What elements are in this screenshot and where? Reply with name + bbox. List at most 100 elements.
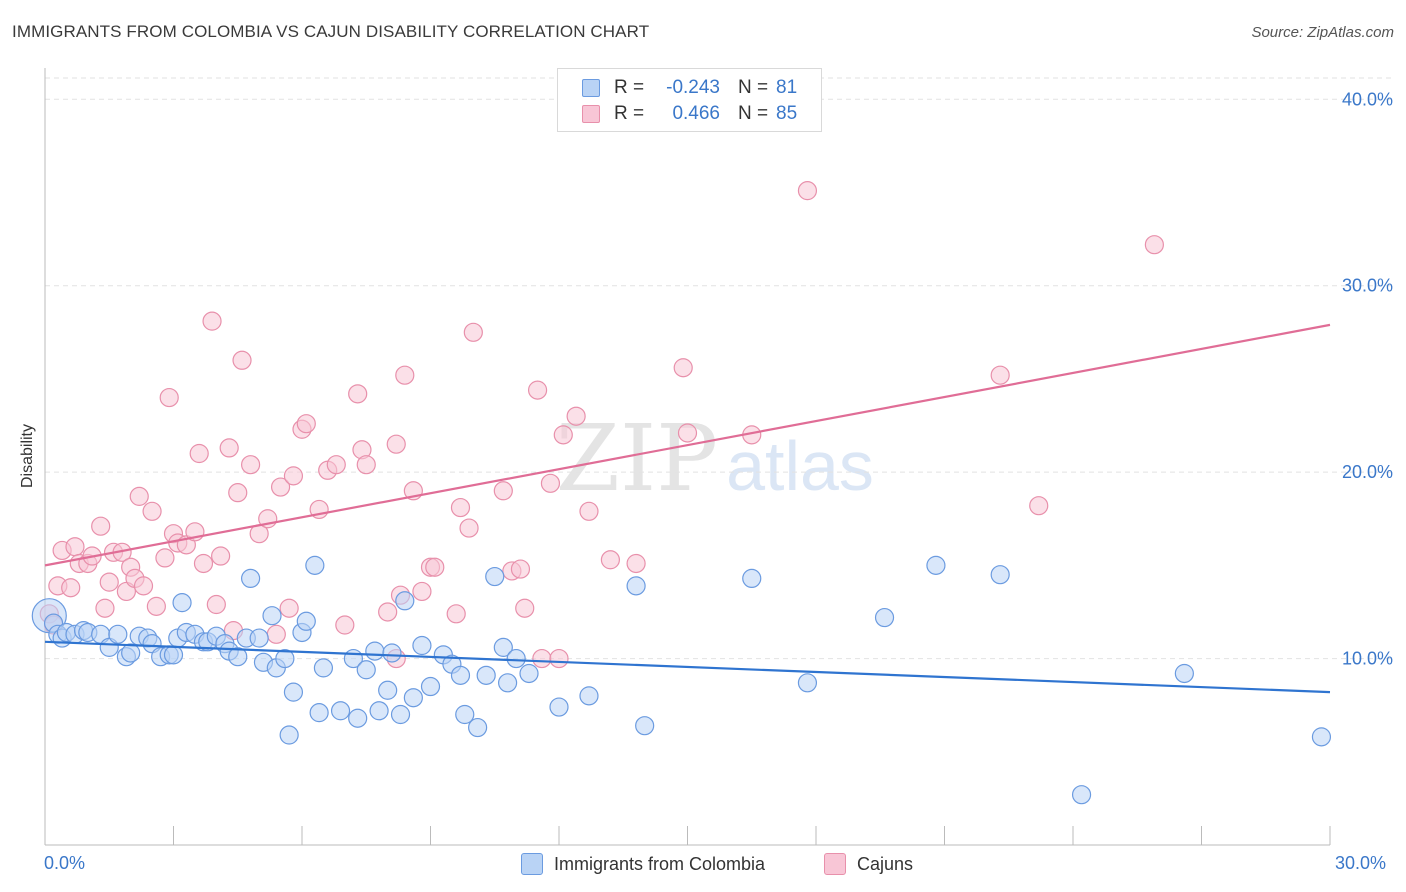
point-colombia xyxy=(348,708,368,728)
n-label: N = xyxy=(738,77,769,98)
point-colombia xyxy=(990,565,1010,585)
point-cajun xyxy=(129,486,149,506)
point-cajun xyxy=(459,518,479,538)
point-cajun xyxy=(677,423,698,443)
point-colombia xyxy=(296,611,316,631)
point-cajun xyxy=(189,443,209,464)
point-cajun xyxy=(532,648,552,669)
point-colombia xyxy=(356,660,376,680)
point-cajun xyxy=(270,477,291,497)
point-colombia xyxy=(378,680,398,700)
point-cajun xyxy=(159,387,179,408)
blue-swatch xyxy=(582,79,600,97)
point-colombia xyxy=(468,717,488,738)
point-cajun xyxy=(279,598,299,618)
point-cajun xyxy=(99,572,119,592)
legend-row-pink: R = 0.466 N = 85 xyxy=(582,102,797,126)
chart-title: IMMIGRANTS FROM COLOMBIA VS CAJUN DISABI… xyxy=(12,22,650,41)
point-colombia xyxy=(121,643,141,663)
point-colombia xyxy=(279,725,299,745)
point-cajun xyxy=(206,594,226,615)
n-label: N = xyxy=(738,103,769,124)
point-colombia xyxy=(1071,785,1092,805)
point-colombia xyxy=(365,641,385,661)
point-colombia xyxy=(1311,727,1332,747)
point-colombia xyxy=(579,686,599,706)
point-cajun xyxy=(386,434,406,454)
point-colombia xyxy=(493,637,513,657)
point-colombia xyxy=(797,673,818,693)
bottom-legend-pink: Cajuns xyxy=(824,852,913,876)
series-name: Cajuns xyxy=(857,853,914,874)
point-cajun xyxy=(146,596,166,616)
point-cajun xyxy=(493,481,513,501)
point-cajun xyxy=(395,365,415,385)
point-cajun xyxy=(412,581,432,602)
point-cajun xyxy=(566,406,586,426)
point-colombia xyxy=(506,648,526,669)
point-cajun xyxy=(1144,235,1164,255)
point-cajun xyxy=(335,615,355,635)
point-colombia xyxy=(390,704,411,725)
point-cajun xyxy=(241,455,261,475)
point-colombia xyxy=(412,635,432,656)
point-colombia xyxy=(172,593,192,613)
point-cajun xyxy=(626,553,646,574)
point-colombia xyxy=(485,566,505,587)
point-colombia xyxy=(519,663,539,684)
point-colombia xyxy=(549,697,569,717)
n-value: 85 xyxy=(776,103,798,124)
point-colombia xyxy=(498,673,518,693)
point-cajun xyxy=(326,455,346,475)
point-colombia xyxy=(309,703,329,723)
point-cajun xyxy=(797,181,818,201)
legend-row-blue: R = -0.243 N = 81 xyxy=(582,76,797,100)
point-cajun xyxy=(219,438,239,458)
point-cajun xyxy=(283,466,304,486)
n-value: 81 xyxy=(776,77,798,98)
point-cajun xyxy=(356,455,376,475)
point-cajun xyxy=(579,501,599,521)
point-cajun xyxy=(553,425,573,445)
r-value: 0.466 xyxy=(672,103,720,124)
point-cajun xyxy=(1029,496,1049,516)
point-cajun xyxy=(296,414,316,434)
point-colombia xyxy=(403,688,423,708)
point-cajun xyxy=(515,598,535,618)
point-colombia xyxy=(163,645,184,665)
blue-swatch xyxy=(521,853,543,875)
point-cajun xyxy=(155,548,175,568)
point-colombia xyxy=(228,647,248,667)
point-cajun xyxy=(65,537,85,557)
point-cajun xyxy=(193,553,214,574)
point-colombia xyxy=(450,665,471,685)
point-cajun xyxy=(540,473,561,493)
point-cajun xyxy=(549,648,569,669)
point-cajun xyxy=(266,624,286,644)
point-colombia xyxy=(1174,663,1194,684)
point-cajun xyxy=(348,384,368,404)
point-colombia xyxy=(262,606,282,626)
point-cajun xyxy=(425,557,445,577)
point-colombia xyxy=(395,591,415,611)
source-label: Source: ZipAtlas.com xyxy=(1251,24,1394,41)
point-cajun xyxy=(95,598,115,618)
y-tick-label: 40.0% xyxy=(1342,89,1393,109)
point-colombia xyxy=(249,628,269,648)
point-colombia xyxy=(369,701,389,721)
point-cajun xyxy=(990,365,1010,385)
point-colombia xyxy=(305,555,325,575)
point-colombia xyxy=(455,704,475,725)
point-colombia xyxy=(926,555,946,575)
pink-swatch xyxy=(582,105,600,123)
point-cajun xyxy=(232,350,252,370)
point-cajun xyxy=(446,604,466,624)
point-colombia xyxy=(275,648,295,669)
correlation-legend: R = -0.243 N = 81 R = 0.466 N = 85 xyxy=(557,68,822,132)
point-cajun xyxy=(450,497,471,518)
point-cajun xyxy=(142,501,162,521)
point-cajun xyxy=(202,311,222,331)
point-colombia xyxy=(382,643,402,663)
r-label: R = xyxy=(614,103,645,124)
